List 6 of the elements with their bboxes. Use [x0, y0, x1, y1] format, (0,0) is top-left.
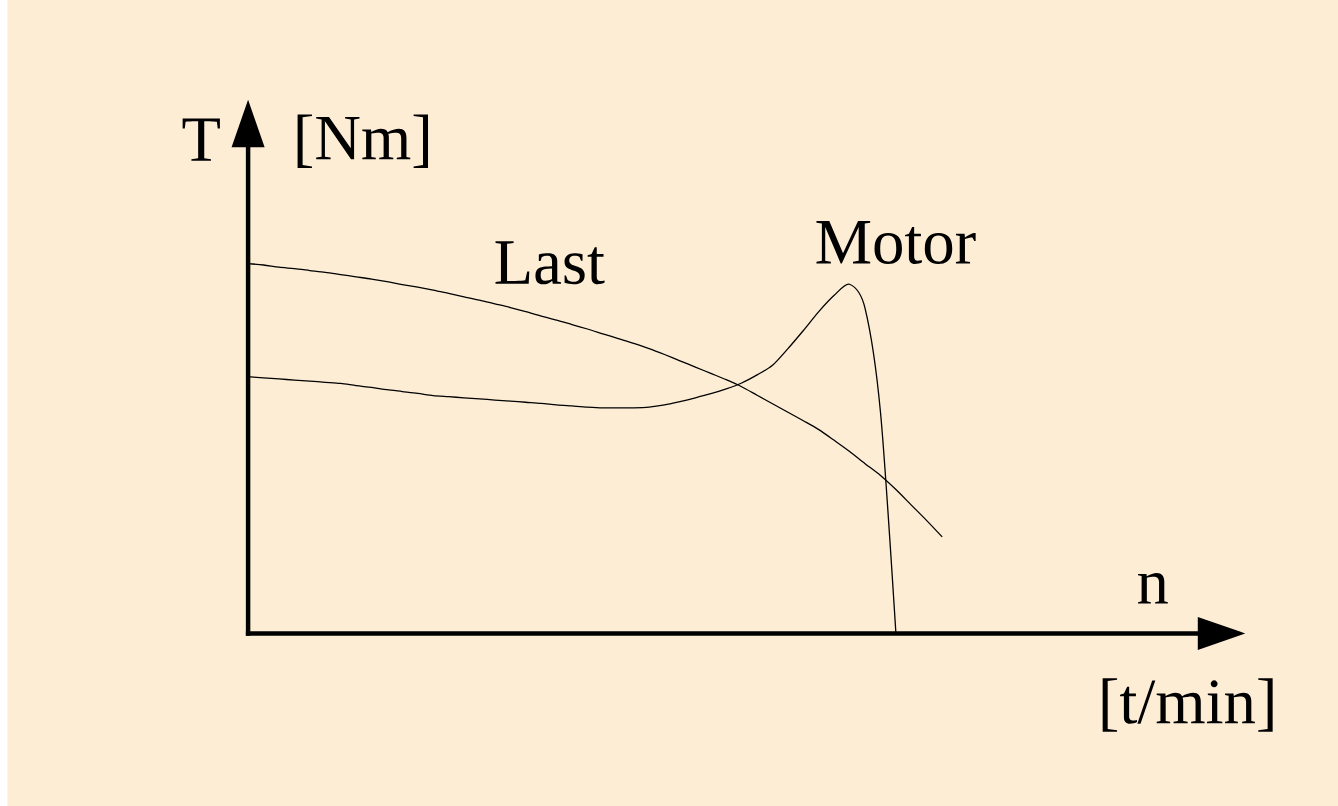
y-axis-title: T — [182, 118, 220, 161]
text: [Nm] — [297, 114, 429, 168]
text: [t/min] — [1102, 678, 1273, 732]
series-label: Motor — [816, 220, 976, 264]
x-axis-title: n — [1138, 572, 1168, 604]
series-label: Last — [495, 241, 605, 285]
